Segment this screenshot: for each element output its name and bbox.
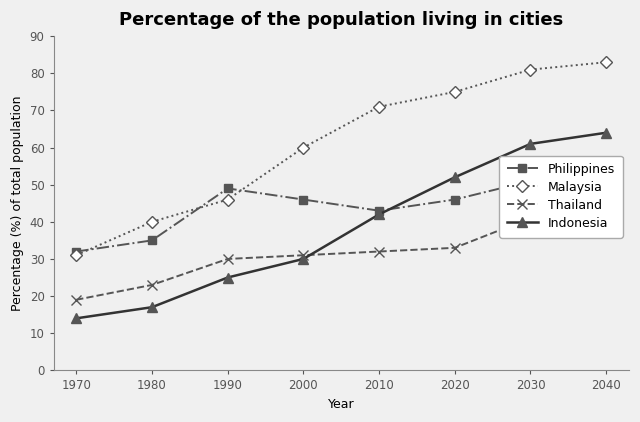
- Malaysia: [224, 197, 232, 202]
- Indonesia: [451, 175, 459, 180]
- Malaysia: [375, 104, 383, 109]
- Indonesia: [375, 212, 383, 217]
- X-axis label: Year: Year: [328, 398, 355, 411]
- Malaysia: [451, 89, 459, 95]
- Indonesia: [602, 130, 610, 135]
- Line: Malaysia: Malaysia: [72, 58, 611, 260]
- Thailand: [72, 297, 80, 302]
- Title: Percentage of the population living in cities: Percentage of the population living in c…: [119, 11, 563, 29]
- Malaysia: [72, 253, 80, 258]
- Thailand: [527, 216, 534, 221]
- Indonesia: [224, 275, 232, 280]
- Philippines: [451, 197, 459, 202]
- Malaysia: [148, 219, 156, 225]
- Malaysia: [602, 60, 610, 65]
- Philippines: [527, 179, 534, 184]
- Thailand: [375, 249, 383, 254]
- Philippines: [375, 208, 383, 213]
- Philippines: [300, 197, 307, 202]
- Malaysia: [527, 67, 534, 72]
- Indonesia: [148, 305, 156, 310]
- Philippines: [602, 160, 610, 165]
- Thailand: [224, 257, 232, 262]
- Indonesia: [72, 316, 80, 321]
- Indonesia: [300, 257, 307, 262]
- Y-axis label: Percentage (%) of total population: Percentage (%) of total population: [11, 95, 24, 311]
- Thailand: [148, 282, 156, 287]
- Philippines: [72, 249, 80, 254]
- Thailand: [300, 253, 307, 258]
- Thailand: [451, 245, 459, 250]
- Malaysia: [300, 145, 307, 150]
- Indonesia: [527, 141, 534, 146]
- Philippines: [224, 186, 232, 191]
- Line: Thailand: Thailand: [72, 180, 611, 305]
- Line: Indonesia: Indonesia: [72, 128, 611, 323]
- Thailand: [602, 182, 610, 187]
- Line: Philippines: Philippines: [72, 158, 611, 256]
- Legend: Philippines, Malaysia, Thailand, Indonesia: Philippines, Malaysia, Thailand, Indones…: [499, 156, 623, 238]
- Philippines: [148, 238, 156, 243]
